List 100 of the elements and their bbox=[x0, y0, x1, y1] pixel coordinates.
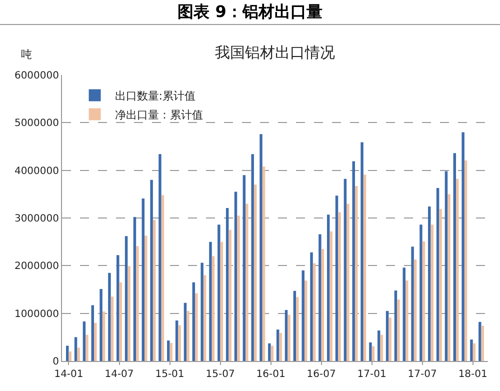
bar bbox=[116, 255, 120, 361]
bar bbox=[397, 300, 400, 361]
bar bbox=[110, 296, 114, 361]
bar bbox=[262, 166, 266, 361]
bar bbox=[119, 282, 122, 361]
bar bbox=[296, 297, 299, 361]
bar bbox=[228, 230, 232, 361]
bar bbox=[380, 334, 383, 361]
bar bbox=[94, 322, 97, 361]
y-tick-label: 1000000 bbox=[14, 308, 59, 320]
bar bbox=[136, 246, 139, 361]
bar bbox=[411, 246, 414, 361]
bar bbox=[352, 161, 355, 361]
bar bbox=[77, 348, 80, 361]
y-tick-label: 0 bbox=[52, 356, 59, 368]
y-axis-title: 吨 bbox=[21, 48, 32, 61]
bar bbox=[184, 302, 187, 361]
bar bbox=[481, 326, 484, 361]
bar bbox=[414, 259, 417, 361]
x-tick-label: 15-01 bbox=[155, 369, 184, 380]
bar bbox=[346, 204, 350, 361]
bar bbox=[464, 160, 468, 361]
bar bbox=[270, 346, 274, 361]
x-tick-label: 16-01 bbox=[256, 369, 286, 380]
x-tick-label: 14-01 bbox=[54, 369, 84, 380]
bar bbox=[91, 305, 94, 361]
bar bbox=[422, 241, 426, 361]
bar bbox=[203, 275, 206, 361]
bar bbox=[133, 217, 136, 361]
bar bbox=[360, 142, 364, 361]
y-tick-label: 3000000 bbox=[14, 214, 59, 224]
bar bbox=[321, 248, 324, 361]
bar bbox=[152, 220, 156, 361]
bar bbox=[405, 280, 408, 361]
bar bbox=[242, 175, 246, 361]
bar bbox=[234, 192, 238, 361]
bar bbox=[338, 212, 341, 361]
x-tick-label: 17-07 bbox=[408, 369, 437, 380]
bar bbox=[470, 340, 473, 361]
y-tick-label: 5000000 bbox=[14, 118, 59, 130]
x-tick-label: 17-01 bbox=[357, 369, 386, 380]
bar bbox=[318, 234, 322, 361]
bar bbox=[74, 337, 78, 361]
bar bbox=[420, 224, 422, 361]
bar bbox=[344, 178, 347, 361]
bar bbox=[354, 186, 358, 361]
bar bbox=[178, 325, 181, 361]
chart-title: 图表 9：铝材出口量 bbox=[0, 0, 500, 25]
bar bbox=[170, 342, 172, 361]
bar bbox=[444, 171, 448, 361]
bar bbox=[430, 224, 434, 361]
x-tick-label: 15-07 bbox=[206, 369, 235, 380]
bar bbox=[456, 178, 459, 361]
x-tick-label: 16-07 bbox=[306, 369, 336, 380]
y-tick-label: 4000000 bbox=[14, 166, 59, 177]
bar bbox=[124, 236, 128, 361]
bar bbox=[304, 280, 308, 361]
x-tick-label: 14-07 bbox=[104, 369, 134, 380]
bar bbox=[108, 272, 111, 361]
bar bbox=[220, 242, 224, 361]
bar bbox=[66, 346, 69, 361]
bar bbox=[251, 154, 254, 361]
bar bbox=[439, 208, 442, 361]
bar bbox=[293, 290, 296, 361]
bar bbox=[218, 224, 220, 361]
bar bbox=[161, 195, 164, 361]
bar bbox=[326, 214, 330, 361]
bar bbox=[254, 184, 257, 361]
bar bbox=[268, 343, 271, 361]
bar bbox=[82, 321, 86, 361]
bar bbox=[472, 343, 476, 361]
y-tick-label: 2000000 bbox=[14, 261, 59, 272]
bar bbox=[195, 293, 198, 361]
y-tick-label: 6000000 bbox=[14, 70, 59, 82]
bar bbox=[372, 346, 375, 361]
bar bbox=[68, 351, 72, 361]
bar bbox=[288, 314, 290, 361]
bar bbox=[237, 216, 240, 361]
bar bbox=[302, 270, 304, 361]
bar bbox=[462, 132, 464, 361]
bar bbox=[86, 334, 88, 361]
bar bbox=[102, 311, 106, 361]
bar bbox=[246, 204, 248, 361]
bar bbox=[386, 310, 389, 361]
bar bbox=[402, 268, 406, 361]
bar bbox=[312, 263, 316, 361]
bar bbox=[167, 340, 170, 361]
bar bbox=[310, 252, 313, 361]
bar bbox=[378, 330, 380, 361]
bar bbox=[394, 290, 398, 361]
bar bbox=[158, 154, 162, 361]
bar bbox=[186, 310, 190, 361]
bar bbox=[128, 266, 130, 361]
bar bbox=[428, 206, 431, 361]
bar bbox=[335, 196, 338, 361]
bar bbox=[276, 330, 280, 361]
bar bbox=[212, 256, 215, 361]
bar bbox=[226, 208, 229, 361]
bar bbox=[436, 188, 440, 361]
bar bbox=[200, 262, 204, 361]
